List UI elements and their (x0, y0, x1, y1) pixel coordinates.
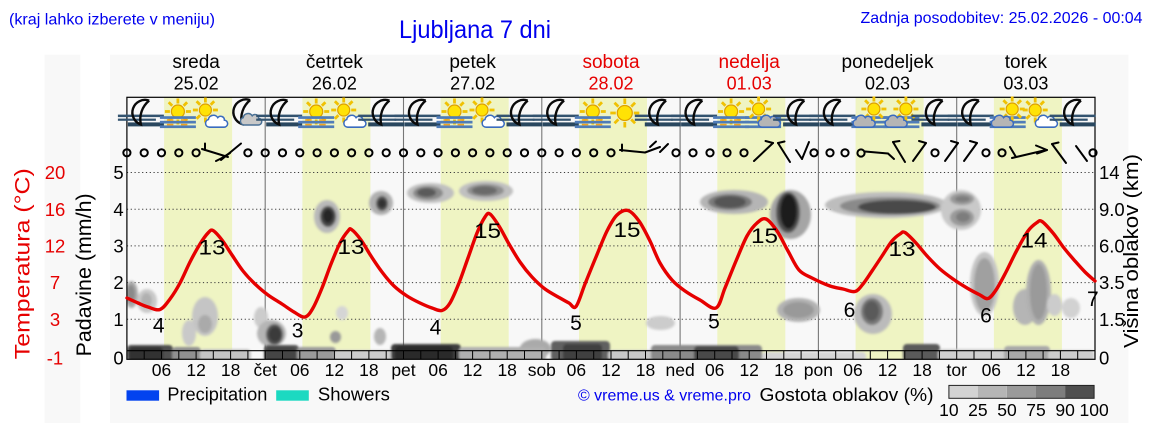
svg-text:06: 06 (290, 360, 309, 380)
svg-text:50: 50 (997, 400, 1017, 420)
svg-text:3: 3 (50, 309, 60, 330)
svg-text:06: 06 (152, 360, 171, 380)
svg-text:ned: ned (665, 360, 694, 380)
svg-text:tor: tor (946, 360, 967, 380)
svg-text:© vreme.us & vreme.pro: © vreme.us & vreme.pro (578, 388, 751, 405)
svg-text:06: 06 (982, 360, 1001, 380)
svg-text:pon: pon (804, 360, 833, 380)
svg-text:čet: čet (254, 360, 277, 380)
svg-text:petek: petek (449, 52, 496, 73)
svg-text:13: 13 (889, 238, 916, 261)
svg-text:sreda: sreda (172, 52, 220, 73)
svg-text:6.0: 6.0 (1099, 236, 1125, 257)
svg-text:(kraj lahko izberete v meniju): (kraj lahko izberete v meniju) (9, 12, 215, 29)
svg-text:-1: -1 (47, 348, 63, 369)
svg-text:27.02: 27.02 (450, 73, 495, 93)
svg-text:25.02: 25.02 (174, 73, 219, 93)
svg-text:06: 06 (843, 360, 862, 380)
svg-text:18: 18 (497, 360, 516, 380)
svg-text:Višina oblakov (km): Višina oblakov (km) (1121, 154, 1143, 348)
svg-text:Gostota oblakov (%): Gostota oblakov (%) (760, 384, 934, 405)
svg-text:1.5: 1.5 (1099, 309, 1125, 330)
svg-text:nedelja: nedelja (719, 52, 781, 73)
svg-text:Zadnja posodobitev: 25.02.2026: Zadnja posodobitev: 25.02.2026 - 00:04 (861, 10, 1143, 27)
svg-text:Precipitation: Precipitation (167, 385, 267, 405)
svg-text:četrtek: četrtek (306, 52, 364, 73)
svg-text:pet: pet (391, 360, 415, 380)
svg-text:12: 12 (186, 360, 205, 380)
svg-text:12: 12 (463, 360, 482, 380)
svg-text:5: 5 (570, 312, 582, 335)
svg-text:sobota: sobota (582, 52, 639, 73)
svg-text:18: 18 (359, 360, 378, 380)
svg-text:4: 4 (113, 199, 123, 220)
svg-text:100: 100 (1079, 400, 1108, 420)
svg-text:18: 18 (1051, 360, 1070, 380)
svg-text:Padavine (mm/h): Padavine (mm/h) (73, 193, 96, 356)
svg-text:14: 14 (1021, 229, 1048, 252)
svg-text:06: 06 (705, 360, 724, 380)
svg-text:12: 12 (601, 360, 620, 380)
svg-text:15: 15 (474, 220, 501, 243)
svg-text:90: 90 (1055, 400, 1075, 420)
svg-text:20: 20 (45, 162, 66, 183)
svg-text:3: 3 (113, 236, 123, 257)
svg-text:Showers: Showers (318, 385, 390, 405)
svg-text:12: 12 (325, 360, 344, 380)
svg-text:18: 18 (221, 360, 240, 380)
svg-text:torek: torek (1005, 52, 1048, 73)
svg-text:12: 12 (1016, 360, 1035, 380)
svg-text:Temperatura (°C): Temperatura (°C) (12, 168, 35, 359)
svg-text:3: 3 (292, 319, 304, 342)
svg-text:75: 75 (1026, 400, 1045, 420)
svg-text:18: 18 (912, 360, 931, 380)
svg-text:7: 7 (50, 272, 60, 293)
svg-text:sob: sob (528, 360, 556, 380)
svg-text:9.0: 9.0 (1099, 199, 1125, 220)
svg-text:4: 4 (153, 315, 165, 338)
svg-text:5: 5 (113, 162, 123, 183)
svg-text:14: 14 (1099, 162, 1120, 183)
svg-text:06: 06 (567, 360, 586, 380)
svg-text:28.02: 28.02 (588, 73, 633, 93)
svg-text:0: 0 (1099, 348, 1109, 369)
svg-text:26.02: 26.02 (312, 73, 357, 93)
svg-text:1: 1 (113, 309, 123, 330)
svg-text:10: 10 (939, 400, 959, 420)
svg-text:15: 15 (614, 219, 641, 242)
svg-text:Ljubljana 7 dni: Ljubljana 7 dni (399, 16, 551, 44)
svg-text:6: 6 (844, 299, 856, 322)
svg-text:03.03: 03.03 (1003, 73, 1048, 93)
svg-text:0: 0 (113, 348, 123, 369)
svg-text:13: 13 (199, 236, 226, 259)
svg-text:12: 12 (739, 360, 758, 380)
svg-text:5: 5 (708, 311, 720, 334)
svg-text:4: 4 (430, 316, 442, 339)
svg-text:25: 25 (968, 400, 987, 420)
svg-text:6: 6 (980, 304, 992, 327)
svg-text:16: 16 (45, 199, 66, 220)
svg-text:12: 12 (45, 236, 66, 257)
svg-text:13: 13 (338, 236, 365, 259)
svg-text:2: 2 (113, 272, 123, 293)
svg-text:06: 06 (428, 360, 447, 380)
svg-text:7: 7 (1087, 288, 1099, 311)
svg-text:ponedeljek: ponedeljek (842, 52, 934, 73)
svg-text:02.03: 02.03 (865, 73, 910, 93)
svg-text:18: 18 (636, 360, 655, 380)
svg-text:3.5: 3.5 (1099, 272, 1125, 293)
svg-text:12: 12 (878, 360, 897, 380)
svg-text:18: 18 (774, 360, 793, 380)
svg-text:15: 15 (751, 225, 778, 248)
svg-text:01.03: 01.03 (727, 73, 772, 93)
